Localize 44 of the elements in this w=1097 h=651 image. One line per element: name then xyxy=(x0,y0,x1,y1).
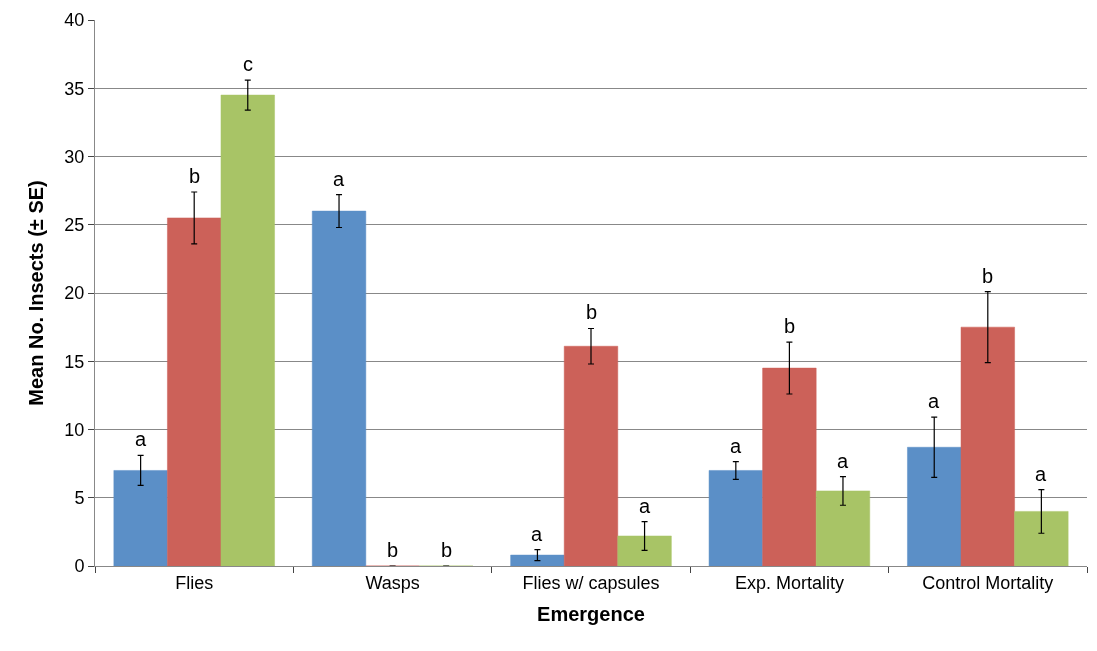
data-label: a xyxy=(1035,463,1047,485)
bar xyxy=(312,210,367,566)
x-tick-label: Exp. Mortality xyxy=(734,572,844,593)
y-tick-label: 20 xyxy=(64,283,85,304)
data-label: a xyxy=(837,450,849,472)
data-label: b xyxy=(189,165,201,187)
y-axis-title: Mean No. Insects (± SE) xyxy=(24,180,47,406)
data-label: b xyxy=(982,265,994,287)
data-label: b xyxy=(441,539,453,561)
x-axis-title: Emergence xyxy=(537,603,645,626)
bar xyxy=(708,470,763,566)
y-tick-label: 35 xyxy=(64,78,85,99)
bar xyxy=(510,554,565,566)
data-label: a xyxy=(135,428,147,450)
bar xyxy=(563,345,619,566)
data-label: c xyxy=(243,53,253,75)
data-label: a xyxy=(928,390,940,412)
y-tick-label: 0 xyxy=(74,556,85,577)
y-tick-label: 40 xyxy=(64,10,85,31)
bar xyxy=(1014,511,1069,566)
bar xyxy=(815,490,870,566)
bar xyxy=(617,535,672,566)
data-label: a xyxy=(639,495,651,517)
x-tick-label: Flies w/ capsules xyxy=(522,572,660,593)
x-tick-label: Flies xyxy=(175,572,214,593)
bar xyxy=(907,447,962,566)
data-label: a xyxy=(333,168,345,190)
data-label: a xyxy=(730,435,742,457)
bar xyxy=(220,94,275,566)
bar xyxy=(762,367,817,566)
x-tick-label: Wasps xyxy=(365,572,420,593)
y-tick-label: 30 xyxy=(64,146,85,167)
y-tick-label: 15 xyxy=(64,351,85,372)
data-label: b xyxy=(586,301,598,323)
data-label: b xyxy=(784,315,796,337)
bar xyxy=(113,470,168,566)
bar xyxy=(167,217,222,566)
bar xyxy=(960,326,1015,566)
y-tick-label: 25 xyxy=(64,215,85,236)
data-label: b xyxy=(387,539,399,561)
y-tick-label: 5 xyxy=(74,488,85,509)
data-label: a xyxy=(531,523,543,545)
x-tick-label: Control Mortality xyxy=(922,572,1054,593)
y-tick-label: 10 xyxy=(64,419,85,440)
